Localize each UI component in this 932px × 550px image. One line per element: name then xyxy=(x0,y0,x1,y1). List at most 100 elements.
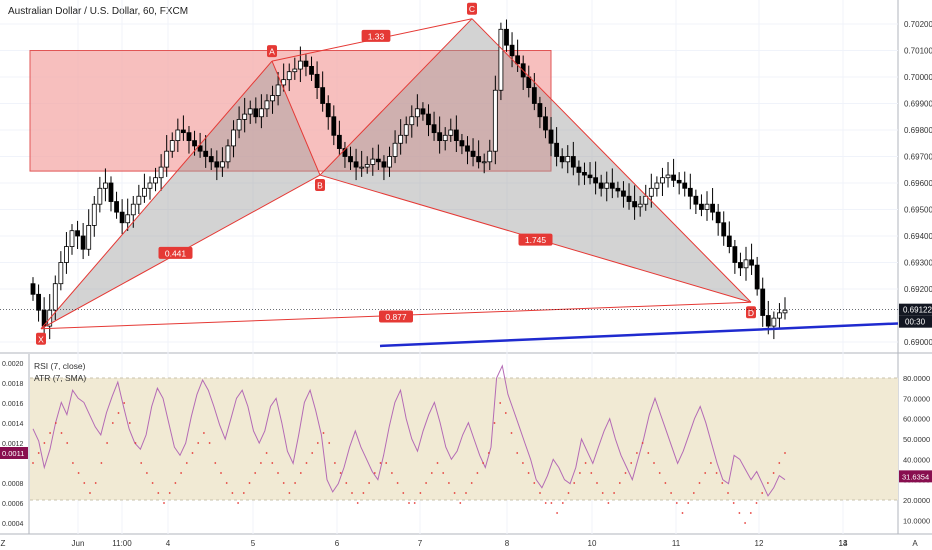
atr-dot xyxy=(482,462,484,464)
candle-body xyxy=(487,150,493,163)
atr-dot xyxy=(402,492,405,494)
candle-body xyxy=(582,171,587,176)
candle-body xyxy=(470,150,476,157)
candle-body xyxy=(314,73,320,88)
price-tick-label: 0.69600 xyxy=(904,179,932,188)
rsi-tick-label: 60.0000 xyxy=(903,415,930,424)
atr-dot xyxy=(772,472,775,474)
atr-dot xyxy=(146,472,148,474)
rsi-tick-label: 20.0000 xyxy=(903,496,930,505)
candle-body xyxy=(426,113,431,126)
time-tick-label: Z xyxy=(1,539,6,548)
atr-dot xyxy=(265,452,268,454)
candle-body xyxy=(80,235,86,250)
candle-body xyxy=(52,283,58,311)
leg-xa xyxy=(40,60,273,330)
atr-dot xyxy=(436,462,439,464)
atr-dot xyxy=(362,492,365,494)
atr-dot xyxy=(601,492,604,494)
rsi-tick-label: 40.0000 xyxy=(903,455,930,464)
candle-body xyxy=(336,134,342,149)
atr-dot xyxy=(670,492,672,494)
atr-dot xyxy=(778,462,781,464)
atr-dot xyxy=(465,492,467,494)
atr-dot xyxy=(408,502,410,504)
rsi-tick-label: 70.0000 xyxy=(903,394,930,403)
atr-dot xyxy=(339,472,342,474)
candle-body xyxy=(292,68,298,73)
candle-body xyxy=(203,150,209,157)
candle-body xyxy=(219,161,225,168)
pattern-labels: X A B C D 1.33 0.441 1.745 0.877 xyxy=(36,2,756,345)
candle-body xyxy=(465,145,470,152)
candle-body xyxy=(704,203,710,210)
atr-dot xyxy=(533,482,536,484)
candle-body xyxy=(593,177,599,184)
atr-dot xyxy=(316,442,319,444)
price-tick-label: 0.70100 xyxy=(904,47,932,56)
candle-body xyxy=(325,103,331,118)
atr-tick-label: 0.0012 xyxy=(2,441,24,448)
atr-dot xyxy=(710,462,712,464)
candle-body xyxy=(676,179,682,184)
candle-body xyxy=(64,246,69,263)
atr-dot xyxy=(721,482,724,484)
atr-dot xyxy=(624,472,627,474)
candle-body xyxy=(660,177,665,184)
last-price-badge xyxy=(899,303,932,316)
atr-dot xyxy=(385,462,388,464)
leg-cd xyxy=(471,18,752,303)
atr-dot xyxy=(641,442,644,444)
atr-value-badge xyxy=(0,447,28,459)
atr-dot xyxy=(242,492,245,494)
time-tick-label: 7 xyxy=(418,539,423,548)
atr-dot xyxy=(368,482,370,484)
point-label-a-bg xyxy=(267,45,277,58)
atr-dot xyxy=(134,442,137,444)
atr-dot xyxy=(54,422,57,424)
candle-body xyxy=(459,140,465,147)
candle-body xyxy=(665,174,671,179)
atr-dot xyxy=(425,482,427,484)
atr-dot xyxy=(556,512,558,514)
candle-body xyxy=(353,161,359,168)
atr-tick-label: 0.0016 xyxy=(2,401,24,408)
atr-dot xyxy=(231,492,234,494)
candle-body xyxy=(342,148,348,157)
candle-body xyxy=(75,230,80,237)
candle-body xyxy=(609,182,615,189)
candle-body xyxy=(130,203,136,216)
atr-dot xyxy=(658,472,661,474)
atr-dot xyxy=(522,462,524,464)
candle-body xyxy=(648,187,654,197)
candle-body xyxy=(543,116,548,131)
bcd-triangle xyxy=(320,18,751,303)
atr-dot xyxy=(282,482,285,484)
atr-dot xyxy=(260,462,262,464)
candle-body xyxy=(375,158,381,163)
time-tick-label: 12 xyxy=(755,539,764,548)
candle-body xyxy=(587,174,593,179)
blue-trendline xyxy=(379,322,899,348)
atr-dot xyxy=(761,492,764,494)
candle-body xyxy=(258,108,264,118)
atr-dot xyxy=(197,442,200,444)
candle-body xyxy=(281,79,287,86)
atr-dot xyxy=(351,492,353,494)
atr-dot xyxy=(539,492,541,494)
atr-dot xyxy=(237,502,240,504)
candle-body xyxy=(309,66,314,75)
time-tick-label: 10 xyxy=(588,539,597,548)
atr-dot xyxy=(516,452,519,454)
atr-dot xyxy=(561,502,564,504)
atr-tick-label: 0.0004 xyxy=(2,521,24,528)
candle-body xyxy=(392,142,398,157)
atr-dot xyxy=(140,462,143,464)
candle-body xyxy=(554,142,560,157)
candle-body xyxy=(537,103,543,118)
candle-body xyxy=(97,187,103,205)
candle-body xyxy=(348,156,353,163)
candle-body xyxy=(531,87,537,104)
leg-ab xyxy=(271,60,321,176)
